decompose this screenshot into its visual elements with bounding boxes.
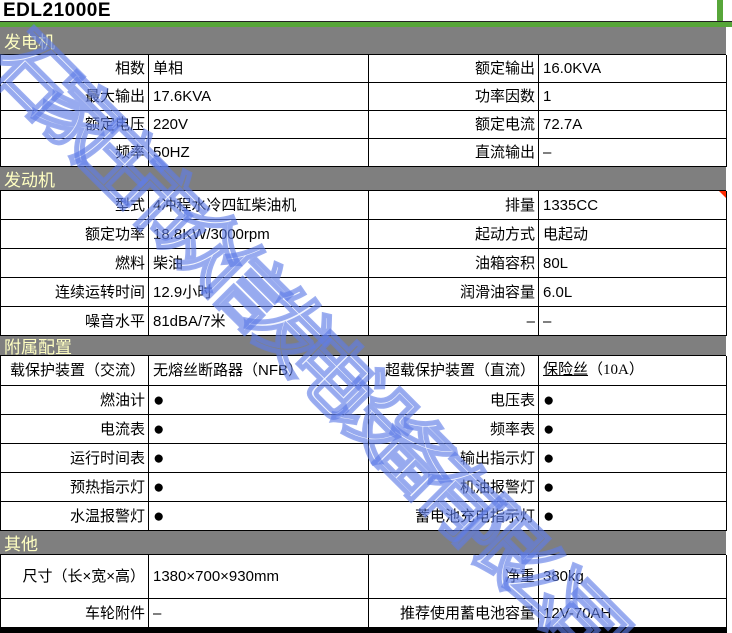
included-dot: ● <box>149 502 369 530</box>
spec-label: 噪音水平 <box>1 307 149 335</box>
spec-label: 相数 <box>1 55 149 82</box>
included-dot: ● <box>149 415 369 443</box>
spec-value: 12.9小时 <box>149 278 369 306</box>
spec-label: 型式 <box>1 191 149 219</box>
table-row: 车轮附件 – 推荐使用蓄电池容量 12V-70AH <box>0 599 727 628</box>
spec-value: 16.0KVA <box>539 55 727 82</box>
table-row: 额定电压 220V 额定电流 72.7A <box>0 111 727 139</box>
spec-label: 最大输出 <box>1 83 149 110</box>
spec-label: 燃油计 <box>1 386 149 414</box>
spec-value: 柴油 <box>149 249 369 277</box>
spec-label: 功率因数 <box>369 83 539 110</box>
spec-label: 载保护装置（交流） <box>1 356 149 385</box>
table-row: 载保护装置（交流） 无熔丝断路器（NFB） 超载保护装置（直流） 保险丝 （10A… <box>0 356 727 386</box>
section-header-other: 其他 <box>0 531 726 555</box>
spec-value: 80L <box>539 249 727 277</box>
spec-label: 额定功率 <box>1 220 149 248</box>
table-row: 型式 4冲程水冷四缸柴油机 排量 1335CC <box>0 191 727 220</box>
spec-label: – <box>369 307 539 335</box>
spec-label: 机油报警灯 <box>369 473 539 501</box>
included-dot: ● <box>149 473 369 501</box>
spec-value: 220V <box>149 111 369 138</box>
table-bottom-border <box>0 628 727 633</box>
section-header-engine: 发动机 <box>0 167 726 191</box>
spec-value: 1335CC <box>539 191 727 219</box>
spec-label: 频率表 <box>369 415 539 443</box>
included-dot: ● <box>149 444 369 472</box>
spec-label: 运行时间表 <box>1 444 149 472</box>
spec-value: 72.7A <box>539 111 727 138</box>
spec-value: 17.6KVA <box>149 83 369 110</box>
fuse-rating-text: （10A） <box>588 362 644 378</box>
spec-label: 排量 <box>369 191 539 219</box>
table-row: 水温报警灯 ● 蓄电池充电指示灯 ● <box>0 502 727 531</box>
table-row: 燃油计 ● 电压表 ● <box>0 386 727 415</box>
spec-label: 超载保护装置（直流） <box>369 356 539 385</box>
spec-label: 电压表 <box>369 386 539 414</box>
spec-label: 预热指示灯 <box>1 473 149 501</box>
green-accent-line <box>0 21 732 27</box>
spec-label: 直流输出 <box>369 139 539 166</box>
spec-label: 起动方式 <box>369 220 539 248</box>
spec-value: – <box>539 307 727 335</box>
included-dot: ● <box>539 502 727 530</box>
table-row: 预热指示灯 ● 机油报警灯 ● <box>0 473 727 502</box>
page-title: EDL21000E <box>3 0 112 21</box>
spec-value: 1380×700×930mm <box>149 555 369 598</box>
table-row: 最大输出 17.6KVA 功率因数 1 <box>0 83 727 111</box>
included-dot: ● <box>539 415 727 443</box>
spec-value-text: 1335CC <box>543 196 599 214</box>
included-dot: ● <box>149 386 369 414</box>
spec-label: 电流表 <box>1 415 149 443</box>
spec-label: 推荐使用蓄电池容量 <box>369 599 539 627</box>
table-row: 额定功率 18.8KW/3000rpm 起动方式 电起动 <box>0 220 727 249</box>
included-dot: ● <box>539 473 727 501</box>
table-row: 噪音水平 81dBA/7米 – – <box>0 307 727 336</box>
spec-label: 水温报警灯 <box>1 502 149 530</box>
spec-label: 燃料 <box>1 249 149 277</box>
table-row: 尺寸（长×宽×高） 1380×700×930mm 净重 380kg <box>0 555 727 599</box>
spec-value: 保险丝 （10A） <box>539 356 727 385</box>
included-dot: ● <box>539 444 727 472</box>
spec-value: 12V-70AH <box>539 599 727 627</box>
table-row: 连续运转时间 12.9小时 润滑油容量 6.0L <box>0 278 727 307</box>
spec-value: 4冲程水冷四缸柴油机 <box>149 191 369 219</box>
spec-label: 额定电压 <box>1 111 149 138</box>
spec-label: 油箱容积 <box>369 249 539 277</box>
spec-value: – <box>149 599 369 627</box>
spec-value: – <box>539 139 727 166</box>
table-row: 电流表 ● 频率表 ● <box>0 415 727 444</box>
spec-label: 输出指示灯 <box>369 444 539 472</box>
spec-label: 额定输出 <box>369 55 539 82</box>
fuse-underlined-text: 保险丝 <box>543 362 589 378</box>
spec-label: 蓄电池充电指示灯 <box>369 502 539 530</box>
table-row: 燃料 柴油 油箱容积 80L <box>0 249 727 278</box>
spec-value: 单相 <box>149 55 369 82</box>
spec-label: 尺寸（长×宽×高） <box>1 555 149 598</box>
spec-label: 额定电流 <box>369 111 539 138</box>
spec-label: 净重 <box>369 555 539 598</box>
spec-value: 81dBA/7米 <box>149 307 369 335</box>
green-corner-bar <box>717 0 723 21</box>
spec-label: 频率 <box>1 139 149 166</box>
spec-value: 6.0L <box>539 278 727 306</box>
spec-value: 无熔丝断路器（NFB） <box>149 356 369 385</box>
spec-value: 电起动 <box>539 220 727 248</box>
table-row: 频率 50HZ 直流输出 – <box>0 139 727 167</box>
spec-value: 1 <box>539 83 727 110</box>
spec-label: 连续运转时间 <box>1 278 149 306</box>
spec-label: 润滑油容量 <box>369 278 539 306</box>
table-row: 运行时间表 ● 输出指示灯 ● <box>0 444 727 473</box>
spec-value: 380kg <box>539 555 727 598</box>
table-row: 相数 单相 额定输出 16.0KVA <box>0 55 727 83</box>
included-dot: ● <box>539 386 727 414</box>
comment-marker <box>719 191 726 198</box>
spec-value: 50HZ <box>149 139 369 166</box>
spec-label: 车轮附件 <box>1 599 149 627</box>
section-header-accessories: 附属配置 <box>0 336 726 357</box>
section-header-generator: 发电机 <box>0 27 726 55</box>
spec-value: 18.8KW/3000rpm <box>149 220 369 248</box>
